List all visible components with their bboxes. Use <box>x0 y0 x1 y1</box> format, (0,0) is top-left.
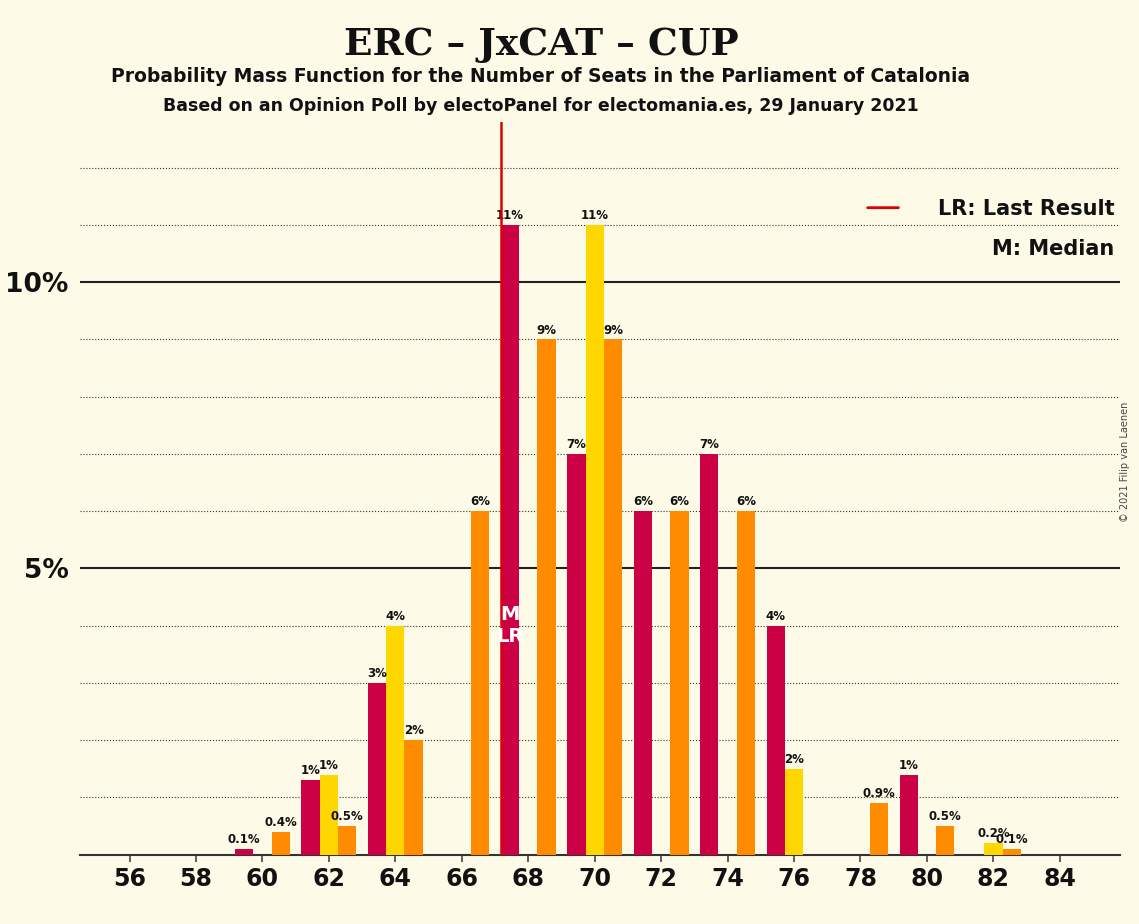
Bar <box>271 832 289 855</box>
Text: M: Median: M: Median <box>992 239 1114 260</box>
Bar <box>900 774 918 855</box>
Text: 6%: 6% <box>470 495 490 508</box>
Bar <box>404 740 423 855</box>
Bar <box>870 803 888 855</box>
Bar <box>984 844 1002 855</box>
Bar <box>302 780 320 855</box>
Bar <box>470 511 490 855</box>
Text: 0.4%: 0.4% <box>264 816 297 829</box>
Bar <box>700 454 719 855</box>
Bar <box>386 626 404 855</box>
Text: 4%: 4% <box>765 610 786 623</box>
Text: 0.9%: 0.9% <box>862 787 895 800</box>
Bar <box>320 774 338 855</box>
Bar <box>767 626 785 855</box>
Text: 0.1%: 0.1% <box>995 833 1029 846</box>
Bar <box>567 454 585 855</box>
Text: ERC – JxCAT – CUP: ERC – JxCAT – CUP <box>344 26 738 63</box>
Text: 6%: 6% <box>736 495 756 508</box>
Text: 0.5%: 0.5% <box>928 810 961 823</box>
Text: 1%: 1% <box>899 759 918 772</box>
Bar <box>670 511 689 855</box>
Bar <box>1002 849 1021 855</box>
Text: 6%: 6% <box>670 495 689 508</box>
Text: © 2021 Filip van Laenen: © 2021 Filip van Laenen <box>1121 402 1130 522</box>
Text: 0.2%: 0.2% <box>977 827 1009 841</box>
Bar <box>633 511 652 855</box>
Bar <box>501 225 519 855</box>
Bar <box>585 225 604 855</box>
Text: 0.5%: 0.5% <box>330 810 363 823</box>
Bar <box>737 511 755 855</box>
Text: 2%: 2% <box>784 753 804 766</box>
Text: 0.1%: 0.1% <box>228 833 261 846</box>
Text: 2%: 2% <box>403 724 424 737</box>
Bar <box>538 339 556 855</box>
Text: 9%: 9% <box>536 323 557 336</box>
Text: 6%: 6% <box>633 495 653 508</box>
Text: 4%: 4% <box>385 610 405 623</box>
Bar <box>785 769 803 855</box>
Text: 7%: 7% <box>699 438 719 451</box>
Text: 7%: 7% <box>566 438 587 451</box>
Bar <box>338 826 357 855</box>
Text: LR: Last Result: LR: Last Result <box>937 199 1114 219</box>
Text: 11%: 11% <box>581 209 608 222</box>
Text: 1%: 1% <box>319 759 338 772</box>
Bar <box>936 826 954 855</box>
Text: 9%: 9% <box>603 323 623 336</box>
Text: 3%: 3% <box>367 667 387 680</box>
Bar <box>235 849 253 855</box>
Text: Probability Mass Function for the Number of Seats in the Parliament of Catalonia: Probability Mass Function for the Number… <box>112 67 970 87</box>
Text: Based on an Opinion Poll by electoPanel for electomania.es, 29 January 2021: Based on an Opinion Poll by electoPanel … <box>163 97 919 115</box>
Text: M
LR: M LR <box>497 605 524 646</box>
Bar <box>604 339 622 855</box>
Text: 1%: 1% <box>301 764 320 777</box>
Text: 11%: 11% <box>495 209 524 222</box>
Bar <box>368 683 386 855</box>
